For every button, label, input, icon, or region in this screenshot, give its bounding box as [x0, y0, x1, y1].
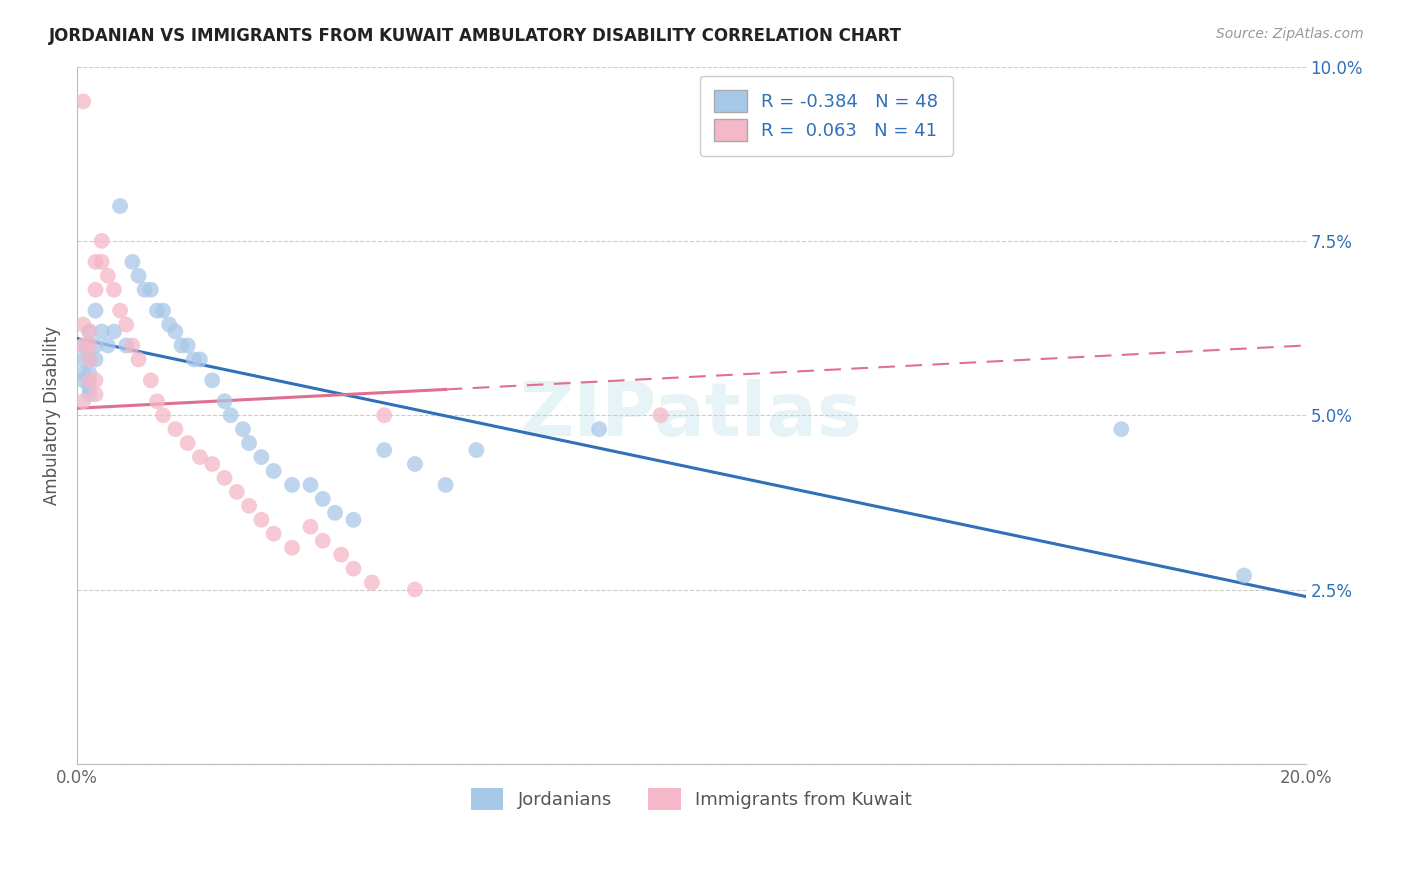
Point: [84, 352, 107, 367]
Point: [128, 268, 150, 283]
Point: [188, 352, 211, 367]
Point: [650, 408, 672, 422]
Point: [188, 450, 211, 464]
Point: [72, 394, 94, 409]
Y-axis label: Ambulatory Disability: Ambulatory Disability: [44, 326, 60, 505]
Point: [108, 199, 131, 213]
Point: [115, 338, 138, 352]
Point: [72, 338, 94, 352]
Point: [404, 582, 426, 597]
Point: [97, 268, 120, 283]
Point: [434, 478, 457, 492]
Point: [108, 303, 131, 318]
Point: [90, 234, 112, 248]
Point: [90, 325, 112, 339]
Point: [84, 255, 107, 269]
Point: [225, 484, 247, 499]
Point: [103, 325, 125, 339]
Point: [250, 513, 273, 527]
Legend: Jordanians, Immigrants from Kuwait: Jordanians, Immigrants from Kuwait: [457, 773, 927, 824]
Point: [238, 436, 260, 450]
Point: [72, 373, 94, 387]
Point: [152, 408, 174, 422]
Point: [165, 422, 187, 436]
Point: [84, 387, 107, 401]
Point: [214, 394, 236, 409]
Point: [238, 499, 260, 513]
Point: [263, 526, 285, 541]
Point: [373, 408, 395, 422]
Point: [134, 283, 156, 297]
Point: [152, 303, 174, 318]
Point: [79, 373, 101, 387]
Point: [214, 471, 236, 485]
Point: [219, 408, 242, 422]
Point: [121, 255, 143, 269]
Text: JORDANIAN VS IMMIGRANTS FROM KUWAIT AMBULATORY DISABILITY CORRELATION CHART: JORDANIAN VS IMMIGRANTS FROM KUWAIT AMBU…: [49, 27, 903, 45]
Point: [115, 318, 138, 332]
Point: [72, 318, 94, 332]
Point: [361, 575, 384, 590]
Point: [79, 338, 101, 352]
Point: [342, 513, 364, 527]
Point: [139, 373, 162, 387]
Point: [404, 457, 426, 471]
Point: [176, 338, 198, 352]
Point: [146, 303, 169, 318]
Point: [250, 450, 273, 464]
Point: [90, 255, 112, 269]
Point: [232, 422, 254, 436]
Point: [201, 373, 224, 387]
Point: [263, 464, 285, 478]
Point: [299, 520, 322, 534]
Point: [165, 325, 187, 339]
Point: [465, 443, 488, 458]
Point: [103, 283, 125, 297]
Point: [79, 352, 101, 367]
Point: [72, 352, 94, 367]
Point: [79, 352, 101, 367]
Point: [281, 541, 304, 555]
Point: [373, 443, 395, 458]
Point: [72, 367, 94, 381]
Point: [312, 533, 335, 548]
Point: [79, 325, 101, 339]
Point: [72, 338, 94, 352]
Point: [79, 387, 101, 401]
Point: [139, 283, 162, 297]
Point: [79, 325, 101, 339]
Point: [121, 338, 143, 352]
Point: [201, 457, 224, 471]
Point: [157, 318, 180, 332]
Point: [183, 352, 205, 367]
Point: [1233, 568, 1256, 582]
Point: [84, 338, 107, 352]
Point: [342, 561, 364, 575]
Point: [79, 380, 101, 394]
Point: [281, 478, 304, 492]
Point: [84, 373, 107, 387]
Point: [146, 394, 169, 409]
Point: [128, 352, 150, 367]
Text: ZIPatlas: ZIPatlas: [520, 379, 863, 451]
Point: [330, 548, 353, 562]
Text: Source: ZipAtlas.com: Source: ZipAtlas.com: [1216, 27, 1364, 41]
Point: [312, 491, 335, 506]
Point: [299, 478, 322, 492]
Point: [84, 303, 107, 318]
Point: [1109, 422, 1132, 436]
Point: [79, 367, 101, 381]
Point: [323, 506, 346, 520]
Point: [588, 422, 610, 436]
Point: [97, 338, 120, 352]
Point: [72, 95, 94, 109]
Point: [84, 283, 107, 297]
Point: [176, 436, 198, 450]
Point: [170, 338, 193, 352]
